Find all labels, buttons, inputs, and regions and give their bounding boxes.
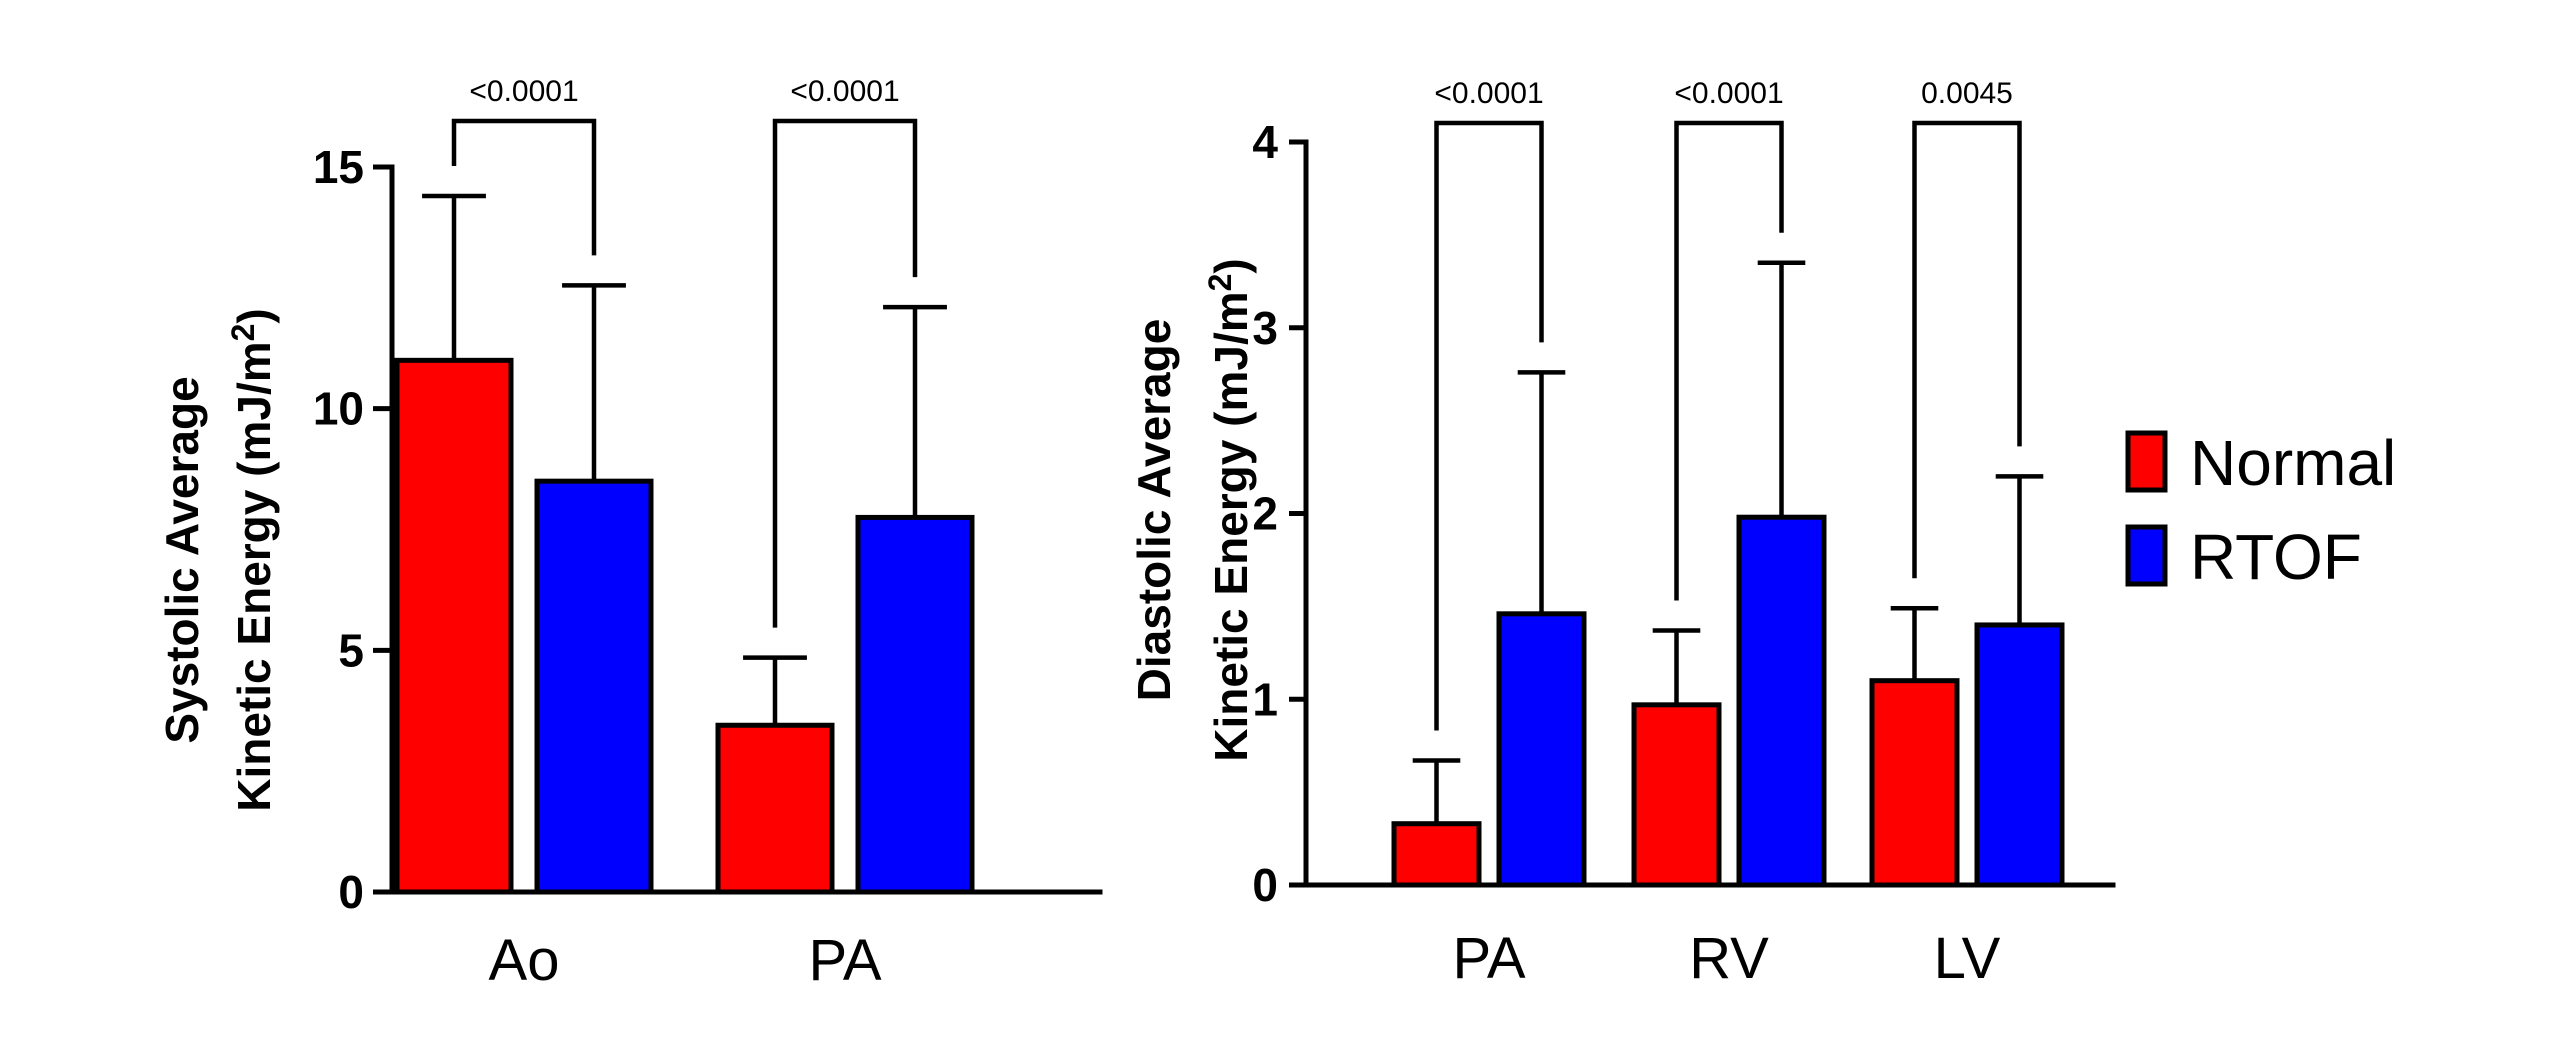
p-value-label: 0.0045: [1921, 77, 2013, 110]
bar-rtof-lv: [1974, 622, 2065, 888]
p-value-label: <0.0001: [469, 75, 578, 108]
bar-rtof-rv: [1736, 514, 1827, 888]
legend-swatch-normal: [2125, 430, 2168, 493]
y-tick-label: 1: [1252, 673, 1278, 725]
y-tick-label: 15: [313, 141, 364, 193]
x-tick-label: RV: [1689, 926, 1769, 991]
bar-normal-pa: [715, 722, 835, 895]
significance-bracket: [772, 118, 918, 628]
bar-rtof-ao: [534, 478, 654, 895]
y-tick-label: 10: [313, 383, 364, 435]
legend: Normal RTOF: [2125, 427, 2396, 593]
y-tick-label: 3: [1252, 302, 1278, 354]
significance-bracket: [1912, 120, 2022, 579]
x-tick-label: PA: [808, 928, 881, 993]
y-axis-label-line1: Systolic Average: [156, 376, 208, 743]
bar-rtof-pa: [855, 514, 975, 895]
y-tick-label: 5: [338, 624, 364, 676]
bar-normal-rv: [1631, 702, 1722, 888]
y-tick-label: 0: [338, 866, 364, 918]
significance-bracket: [451, 118, 597, 256]
y-tick-label: 0: [1252, 859, 1278, 911]
bar-rtof-pa: [1496, 611, 1587, 888]
y-axis-label-line2: Kinetic Energy (mJ/m2): [1202, 258, 1257, 761]
systolic-chart: Ao PA <0.0001 <0.0001 0 5 10 15 Systolic Average…: [156, 75, 1103, 993]
p-value-label: <0.0001: [790, 75, 899, 108]
significance-bracket: [1674, 120, 1784, 601]
p-value-label: <0.0001: [1434, 77, 1543, 110]
x-tick-label: LV: [1934, 926, 2001, 991]
y-axis-label-line1: Diastolic Average: [1128, 319, 1180, 702]
legend-label-normal: Normal: [2190, 427, 2396, 499]
p-value-label: <0.0001: [1674, 77, 1783, 110]
legend-swatch-rtof: [2125, 524, 2168, 587]
legend-label-rtof: RTOF: [2190, 521, 2362, 593]
y-tick-label: 2: [1252, 488, 1278, 540]
significance-bracket: [1434, 120, 1544, 731]
x-tick-label: Ao: [489, 928, 560, 993]
bar-normal-ao: [394, 357, 514, 895]
x-tick-label: PA: [1452, 926, 1525, 991]
y-tick-label: 4: [1252, 116, 1278, 168]
diastolic-chart: PA RV LV <0.0001 <0.0001 0.0045 0 1 2 3 4 Diastolic…: [1128, 77, 2116, 991]
bar-normal-lv: [1869, 678, 1960, 888]
bar-normal-pa: [1391, 821, 1482, 888]
y-axis-label-line2: Kinetic Energy (mJ/m2): [225, 308, 280, 811]
